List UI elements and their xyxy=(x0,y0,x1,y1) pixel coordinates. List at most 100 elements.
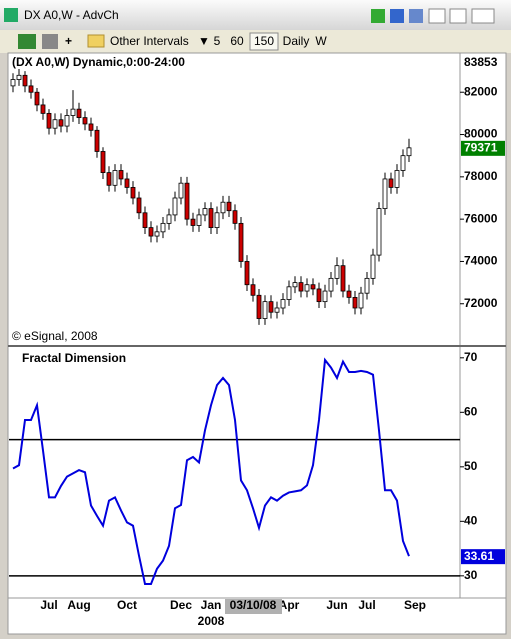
x-tick-label: Jun xyxy=(326,598,347,612)
high-label: 83853 xyxy=(464,55,498,69)
candle-body xyxy=(292,282,298,288)
candle-body xyxy=(262,301,268,319)
y-tick-label: 40 xyxy=(464,513,478,527)
candle-body xyxy=(400,155,406,171)
app-icon xyxy=(4,8,18,22)
candle-body xyxy=(274,307,280,313)
candle-body xyxy=(370,254,376,279)
cursor-label: 03/10/08 xyxy=(230,598,277,612)
high-label-box xyxy=(461,56,505,70)
candle-body xyxy=(352,297,358,309)
plot-area xyxy=(7,52,461,599)
candle-body xyxy=(196,214,202,226)
chart-title: Fractal Dimension xyxy=(22,351,126,365)
candle-body xyxy=(298,282,304,292)
cursor-box xyxy=(225,599,282,614)
candle-body xyxy=(388,178,394,188)
candle-body xyxy=(328,277,334,292)
indicator-line xyxy=(12,357,410,586)
candle-body xyxy=(130,187,136,199)
y-tick-label: 70 xyxy=(464,350,478,364)
x-tick-label: Oct xyxy=(117,598,137,612)
candle-body xyxy=(184,182,190,220)
last-value-box xyxy=(461,549,505,565)
candle-body xyxy=(250,284,256,296)
candle-body xyxy=(16,74,22,80)
candle-body xyxy=(316,288,322,303)
sync-button[interactable] xyxy=(390,9,404,23)
interval-button[interactable]: 150 xyxy=(254,34,274,48)
interval-button[interactable]: Daily xyxy=(283,34,310,48)
candle-body xyxy=(52,119,58,129)
candle-body xyxy=(76,108,82,119)
candle-body xyxy=(394,170,400,188)
candle-body xyxy=(322,290,328,303)
candle-body xyxy=(304,284,310,292)
candle-body xyxy=(10,79,16,87)
x-tick-label: Sep xyxy=(404,598,426,612)
x-tick-label: Aug xyxy=(67,598,90,612)
candle-body xyxy=(220,201,226,214)
candle-body xyxy=(334,265,340,279)
candle-body xyxy=(172,197,178,216)
y-tick-label: 78000 xyxy=(464,169,498,183)
candle-body xyxy=(70,108,76,116)
time-axis xyxy=(7,597,507,635)
candle-body xyxy=(256,294,262,319)
candle-body xyxy=(166,214,172,224)
interval-button[interactable]: 60 xyxy=(230,34,244,48)
tile-button[interactable] xyxy=(409,9,423,23)
candle-body xyxy=(154,231,160,237)
candle-body xyxy=(310,284,316,290)
candle-body xyxy=(280,299,286,309)
y-tick-label: 74000 xyxy=(464,254,498,268)
interval-button[interactable]: 5 xyxy=(214,34,221,48)
candle-body xyxy=(94,129,100,152)
candle-body xyxy=(40,104,46,114)
last-price-label: 79371 xyxy=(464,141,498,155)
selected-interval xyxy=(249,32,279,51)
folder-icon[interactable] xyxy=(87,34,105,48)
close-button[interactable] xyxy=(471,8,495,24)
candle-body xyxy=(34,91,40,106)
candle-body xyxy=(202,208,208,216)
candle-body xyxy=(88,123,94,131)
last-value-label: 33.61 xyxy=(464,549,494,563)
link-icon[interactable] xyxy=(42,34,58,49)
maximize-button[interactable] xyxy=(449,8,467,24)
candle-body xyxy=(82,117,88,125)
x-tick-label: Dec xyxy=(170,598,192,612)
y-tick-label: 60 xyxy=(464,404,478,418)
candle-body xyxy=(214,212,220,229)
chart-title: (DX A0,W) Dynamic,0:00-24:00 xyxy=(12,55,185,69)
dropdown-arrow[interactable]: ▼ xyxy=(198,34,210,48)
candle-body xyxy=(406,147,412,157)
add-button[interactable]: + xyxy=(65,34,72,48)
candle-body xyxy=(382,178,388,209)
interval-menu[interactable]: Other Intervals xyxy=(110,34,189,48)
candle-body xyxy=(226,201,232,212)
candle-body xyxy=(268,301,274,313)
candle-body xyxy=(346,290,352,298)
candle-body xyxy=(46,112,52,129)
minimize-button[interactable] xyxy=(428,8,446,24)
candle-body xyxy=(238,222,244,262)
y-tick-label: 50 xyxy=(464,459,478,473)
y-tick-label: 72000 xyxy=(464,296,498,310)
candle-body xyxy=(364,277,370,294)
candle-body xyxy=(190,218,196,226)
candle-body xyxy=(286,286,292,300)
candle-body xyxy=(142,212,148,229)
link-button[interactable] xyxy=(371,9,385,23)
candle-body xyxy=(178,182,184,199)
candle-body xyxy=(22,74,28,87)
candle-body xyxy=(244,261,250,286)
interval-button[interactable]: W xyxy=(315,34,327,48)
chart-icon[interactable] xyxy=(18,34,36,49)
y-tick-label: 80000 xyxy=(464,127,498,141)
y-tick-label: 76000 xyxy=(464,211,498,225)
candle-body xyxy=(112,170,118,186)
candle-body xyxy=(232,210,238,224)
last-price-box xyxy=(461,140,505,156)
